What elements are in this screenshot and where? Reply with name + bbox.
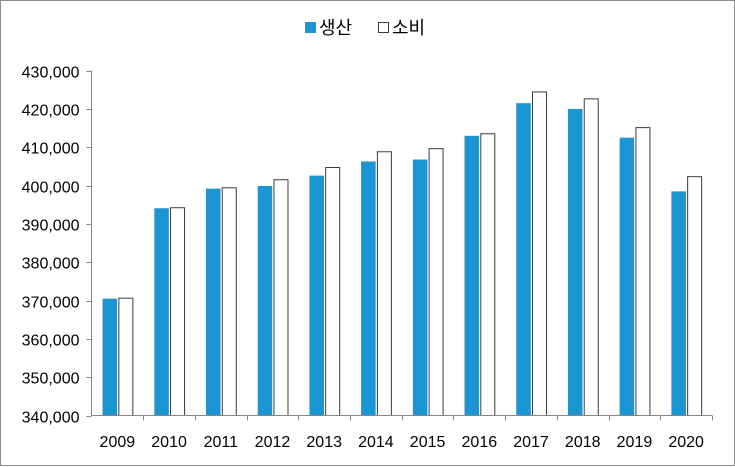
bar-consumption bbox=[480, 133, 496, 416]
x-tick-label: 2015 bbox=[410, 434, 446, 451]
legend: 생산 소비 bbox=[305, 18, 425, 39]
bar-production bbox=[516, 103, 531, 416]
bar-consumption bbox=[325, 166, 341, 416]
legend-swatch-consumption bbox=[378, 22, 389, 33]
bar-consumption bbox=[170, 207, 186, 416]
bar-consumption bbox=[583, 98, 599, 416]
bar-production bbox=[567, 108, 583, 416]
bar-production bbox=[361, 161, 376, 416]
x-tick-label: 2010 bbox=[151, 434, 187, 451]
y-tick-label: 410,000 bbox=[22, 141, 80, 158]
x-tick-label: 2009 bbox=[100, 434, 136, 451]
y-tick-label: 360,000 bbox=[22, 333, 80, 350]
y-axis-ticks bbox=[86, 71, 92, 417]
y-tick-label: 430,000 bbox=[22, 65, 80, 82]
y-tick-label: 390,000 bbox=[22, 218, 80, 235]
x-tick-label: 2019 bbox=[617, 434, 653, 451]
bar-production bbox=[154, 208, 169, 416]
bar-consumption bbox=[118, 297, 134, 417]
legend-label-consumption: 소비 bbox=[392, 18, 425, 39]
y-tick-label: 370,000 bbox=[22, 295, 80, 312]
bar-production bbox=[464, 135, 480, 416]
bar-consumption bbox=[687, 176, 703, 416]
bars bbox=[102, 91, 713, 421]
bar-consumption bbox=[428, 148, 444, 416]
y-tick-label: 350,000 bbox=[22, 371, 80, 388]
y-tick-label: 420,000 bbox=[22, 103, 80, 120]
bar-production bbox=[671, 191, 686, 416]
bar-consumption bbox=[532, 91, 548, 416]
bar-consumption bbox=[221, 187, 237, 416]
x-tick-label: 2011 bbox=[204, 434, 239, 451]
x-axis-labels: 2009 2010 2011 2012 2013 2014 2015 2016 2017 2018… bbox=[100, 434, 704, 451]
x-tick-label: 2020 bbox=[668, 434, 704, 451]
x-tick-label: 2017 bbox=[513, 434, 549, 451]
bar-consumption bbox=[635, 127, 651, 416]
bar-production bbox=[619, 137, 635, 416]
x-tick-label: 2016 bbox=[462, 434, 498, 451]
bar-production bbox=[309, 175, 324, 416]
x-tick-label: 2018 bbox=[565, 434, 601, 451]
y-tick-label: 380,000 bbox=[22, 256, 80, 273]
bar-production bbox=[102, 298, 118, 416]
bar-production bbox=[206, 188, 221, 416]
y-axis-labels: 340,000 350,000 360,000 370,000 380,000 390,0… bbox=[22, 65, 80, 427]
bar-production bbox=[257, 186, 273, 416]
y-tick-label: 340,000 bbox=[22, 410, 80, 427]
bar-consumption bbox=[376, 151, 392, 416]
bar-production bbox=[412, 159, 428, 416]
x-tick-label: 2013 bbox=[306, 434, 342, 451]
x-tick-label: 2012 bbox=[255, 434, 291, 451]
bar-consumption bbox=[273, 179, 289, 416]
y-tick-label: 400,000 bbox=[22, 180, 80, 197]
legend-label-production: 생산 bbox=[319, 18, 352, 39]
legend-swatch-production bbox=[305, 22, 316, 33]
x-tick-label: 2014 bbox=[358, 434, 394, 451]
